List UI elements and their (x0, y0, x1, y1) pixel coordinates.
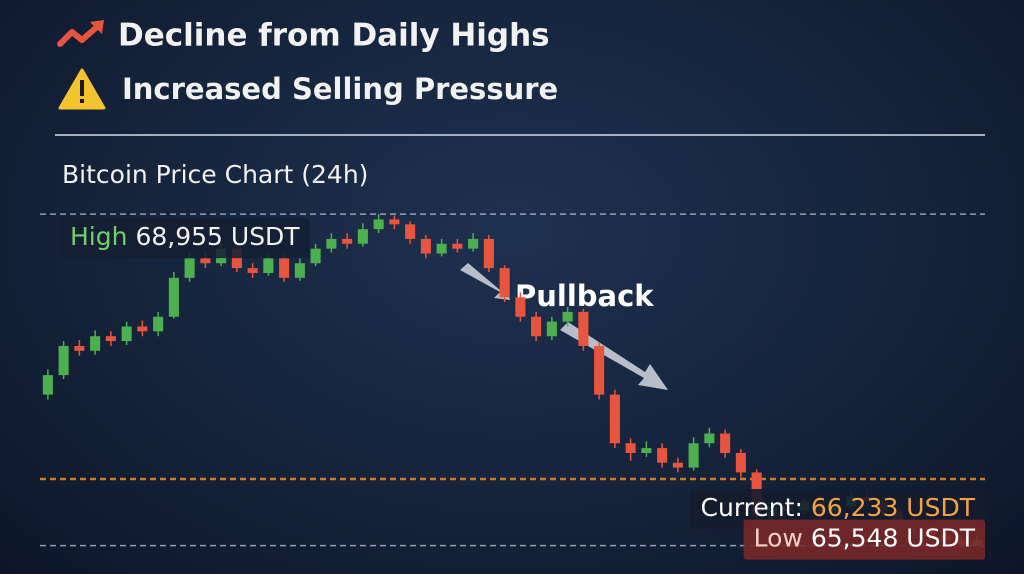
candle-body (373, 219, 384, 230)
candle-body (58, 345, 69, 376)
candle-body (483, 238, 494, 269)
annotation-box (60, 218, 310, 259)
header-item: Decline from Daily Highs (118, 18, 550, 54)
candle-body (90, 336, 101, 351)
candle-body (74, 345, 85, 351)
candle-body (105, 336, 116, 342)
candle-body (357, 229, 368, 244)
candle-body (420, 238, 431, 254)
candle-body (405, 224, 416, 239)
annotation: Low 65,548 USDT (754, 524, 976, 553)
candle-body (720, 433, 731, 453)
candle-body (342, 238, 353, 244)
annotation-label: High (70, 222, 127, 251)
candle-body (168, 277, 179, 317)
candle-body (137, 326, 148, 332)
annotation-label: Low (754, 524, 803, 553)
candle-body (562, 311, 573, 322)
annotation: Current: 66,233 USDT (701, 493, 976, 522)
candle-body (436, 243, 447, 254)
candle-body (153, 316, 164, 332)
candle-body (657, 448, 668, 463)
candle-body (121, 326, 132, 342)
candle-body (200, 258, 211, 264)
chart-title: Bitcoin Price Chart (24h) (62, 160, 368, 189)
candle-body (609, 394, 620, 444)
candle-body (231, 248, 242, 269)
candle-body (42, 375, 53, 395)
annotation-value: 65,548 USDT (811, 524, 976, 553)
candle-body (546, 321, 557, 337)
candle-body (326, 238, 337, 249)
annotation-box (743, 519, 985, 560)
candle-body (594, 345, 605, 395)
candle-body (263, 258, 274, 273)
candle-body (468, 238, 479, 249)
header-item: Increased Selling Pressure (122, 72, 558, 106)
annotation: High 68,955 USDT (70, 222, 300, 251)
candle-body (515, 297, 526, 317)
candle-body (452, 243, 463, 249)
candle-body (279, 258, 290, 278)
annotation-box (690, 488, 985, 529)
candle-body (499, 268, 510, 298)
candle-body (625, 443, 636, 453)
candle-body (531, 316, 542, 337)
candle-body (704, 433, 715, 444)
candle-body (294, 263, 305, 278)
warning-icon (58, 68, 106, 110)
candle-body (184, 258, 195, 278)
candle-body (247, 268, 258, 273)
candle-body (641, 448, 652, 453)
annotation-value: 68,955 USDT (135, 222, 300, 251)
annotation-label: Current: (701, 493, 803, 522)
annotation-value: 66,233 USDT (811, 493, 976, 522)
candle-body (688, 443, 699, 468)
callout: Pullback (515, 279, 654, 313)
candle-body (310, 248, 321, 264)
decline-icon (57, 20, 104, 47)
candle-body (735, 452, 746, 473)
candle-body (578, 311, 589, 346)
candle-body (672, 462, 683, 468)
candle-body (389, 219, 400, 225)
